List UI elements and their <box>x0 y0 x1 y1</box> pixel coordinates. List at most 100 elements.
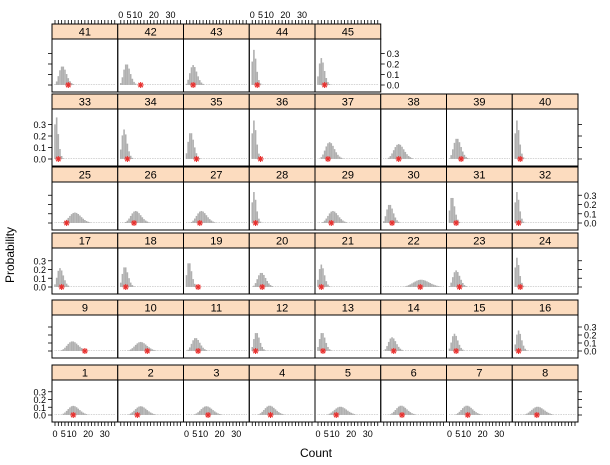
bar-12-11 <box>270 350 271 351</box>
bar-20-36 <box>311 286 313 287</box>
bar-37-22 <box>354 158 355 159</box>
bar-45-28 <box>364 84 365 85</box>
bar-43-23 <box>224 84 225 85</box>
bar-36-28 <box>298 158 300 159</box>
x-tick-label: 20 <box>83 429 93 439</box>
bar-28-19 <box>283 222 285 223</box>
bar-43-24 <box>226 84 227 85</box>
bar-9-33 <box>109 350 111 351</box>
bar-36-23 <box>290 158 291 159</box>
bar-21-30 <box>367 286 369 287</box>
x-tick-label: 20 <box>346 429 356 439</box>
bar-26-31 <box>171 222 173 223</box>
bar-35-36 <box>245 158 247 159</box>
bar-25-36 <box>114 222 116 223</box>
bar-15-15 <box>474 350 475 351</box>
bar-23-26 <box>492 286 493 287</box>
bar-23-12 <box>469 286 470 287</box>
bar-17-34 <box>111 286 112 287</box>
bar-36-27 <box>296 158 298 159</box>
bar-19-18 <box>216 286 217 287</box>
bar-35-18 <box>216 158 217 159</box>
bar-9-28 <box>101 350 102 351</box>
panel-13: 13 <box>314 299 382 359</box>
bar-37-18 <box>347 158 349 159</box>
bar-18-28 <box>166 286 168 287</box>
bar-13-28 <box>364 350 365 351</box>
bar-12-22 <box>288 350 290 351</box>
bar-33-15 <box>79 158 81 159</box>
bar-36-20 <box>285 158 286 159</box>
bar-31-13 <box>470 222 472 223</box>
bar-44-7 <box>263 84 265 85</box>
observed-marker-3 <box>205 412 212 418</box>
bar-17-20 <box>87 286 89 287</box>
bar-20-24 <box>291 286 293 287</box>
bar-39-30 <box>498 158 500 159</box>
bar-42-31 <box>171 84 173 85</box>
bar-32-10 <box>531 222 533 223</box>
bar-25-22 <box>91 222 92 223</box>
bar-9-3 <box>59 350 61 351</box>
bar-7-22 <box>485 414 487 415</box>
bar-18-23 <box>158 286 160 287</box>
bar-44-33 <box>306 84 308 85</box>
top-x-axis-col-1 <box>54 20 116 24</box>
bar-19-23 <box>224 286 225 287</box>
bottom-x-axis-col-4 <box>251 422 313 426</box>
bar-27-33 <box>240 222 242 223</box>
panel-label: 16 <box>539 303 551 315</box>
bar-28-23 <box>290 222 291 223</box>
bar-23-28 <box>495 286 497 287</box>
bar-17-16 <box>81 286 82 287</box>
bar-31-17 <box>477 222 479 223</box>
bar-19-12 <box>206 286 207 287</box>
bar-19-34 <box>242 286 244 287</box>
bar-20-13 <box>273 286 275 287</box>
bar-37-24 <box>357 158 359 159</box>
bar-44-29 <box>300 84 301 85</box>
bar-16-35 <box>573 350 574 351</box>
bar-13-30 <box>367 350 369 351</box>
bar-41-27 <box>99 84 101 85</box>
bar-12-36 <box>311 350 313 351</box>
bar-36-21 <box>286 158 288 159</box>
bar-28-13 <box>273 222 275 223</box>
bar-13-26 <box>360 350 362 351</box>
bar-24-9 <box>529 286 531 287</box>
bar-11-23 <box>224 350 225 351</box>
bar-4-33 <box>306 414 308 415</box>
bar-7-31 <box>500 414 502 415</box>
bar-18-13 <box>142 286 143 287</box>
bar-33-7 <box>66 158 67 159</box>
panel-label: 22 <box>408 236 420 248</box>
bar-30-25 <box>424 222 426 223</box>
bar-14-32 <box>436 350 438 351</box>
bar-14-27 <box>428 350 429 351</box>
bottom-x-axis-col-6 <box>383 422 444 426</box>
bar-31-24 <box>489 222 490 223</box>
bar-28-20 <box>285 222 286 223</box>
bar-27-26 <box>229 222 230 223</box>
bar-29-29 <box>365 222 367 223</box>
bar-21-36 <box>377 286 379 287</box>
bar-29-34 <box>374 222 375 223</box>
bar-41-12 <box>74 84 76 85</box>
left-y-axis-row-1: 0.00.10.20.3 <box>33 387 52 421</box>
bar-13-33 <box>372 350 374 351</box>
bar-37-1 <box>319 158 320 159</box>
bar-11-29 <box>234 350 235 351</box>
bar-23-27 <box>494 286 495 287</box>
panel-5: 5 <box>314 364 382 423</box>
bar-21-15 <box>342 286 344 287</box>
bar-19-36 <box>245 286 247 287</box>
bar-4-34 <box>308 414 309 415</box>
bar-6-27 <box>428 414 429 415</box>
bar-25-4 <box>61 222 62 223</box>
bar-12-28 <box>298 350 300 351</box>
y-tick-label: 0.3 <box>33 120 46 130</box>
bar-3-23 <box>224 414 225 415</box>
bar-21-28 <box>364 286 365 287</box>
bar-41-15 <box>79 84 81 85</box>
bar-33-17 <box>82 158 84 159</box>
